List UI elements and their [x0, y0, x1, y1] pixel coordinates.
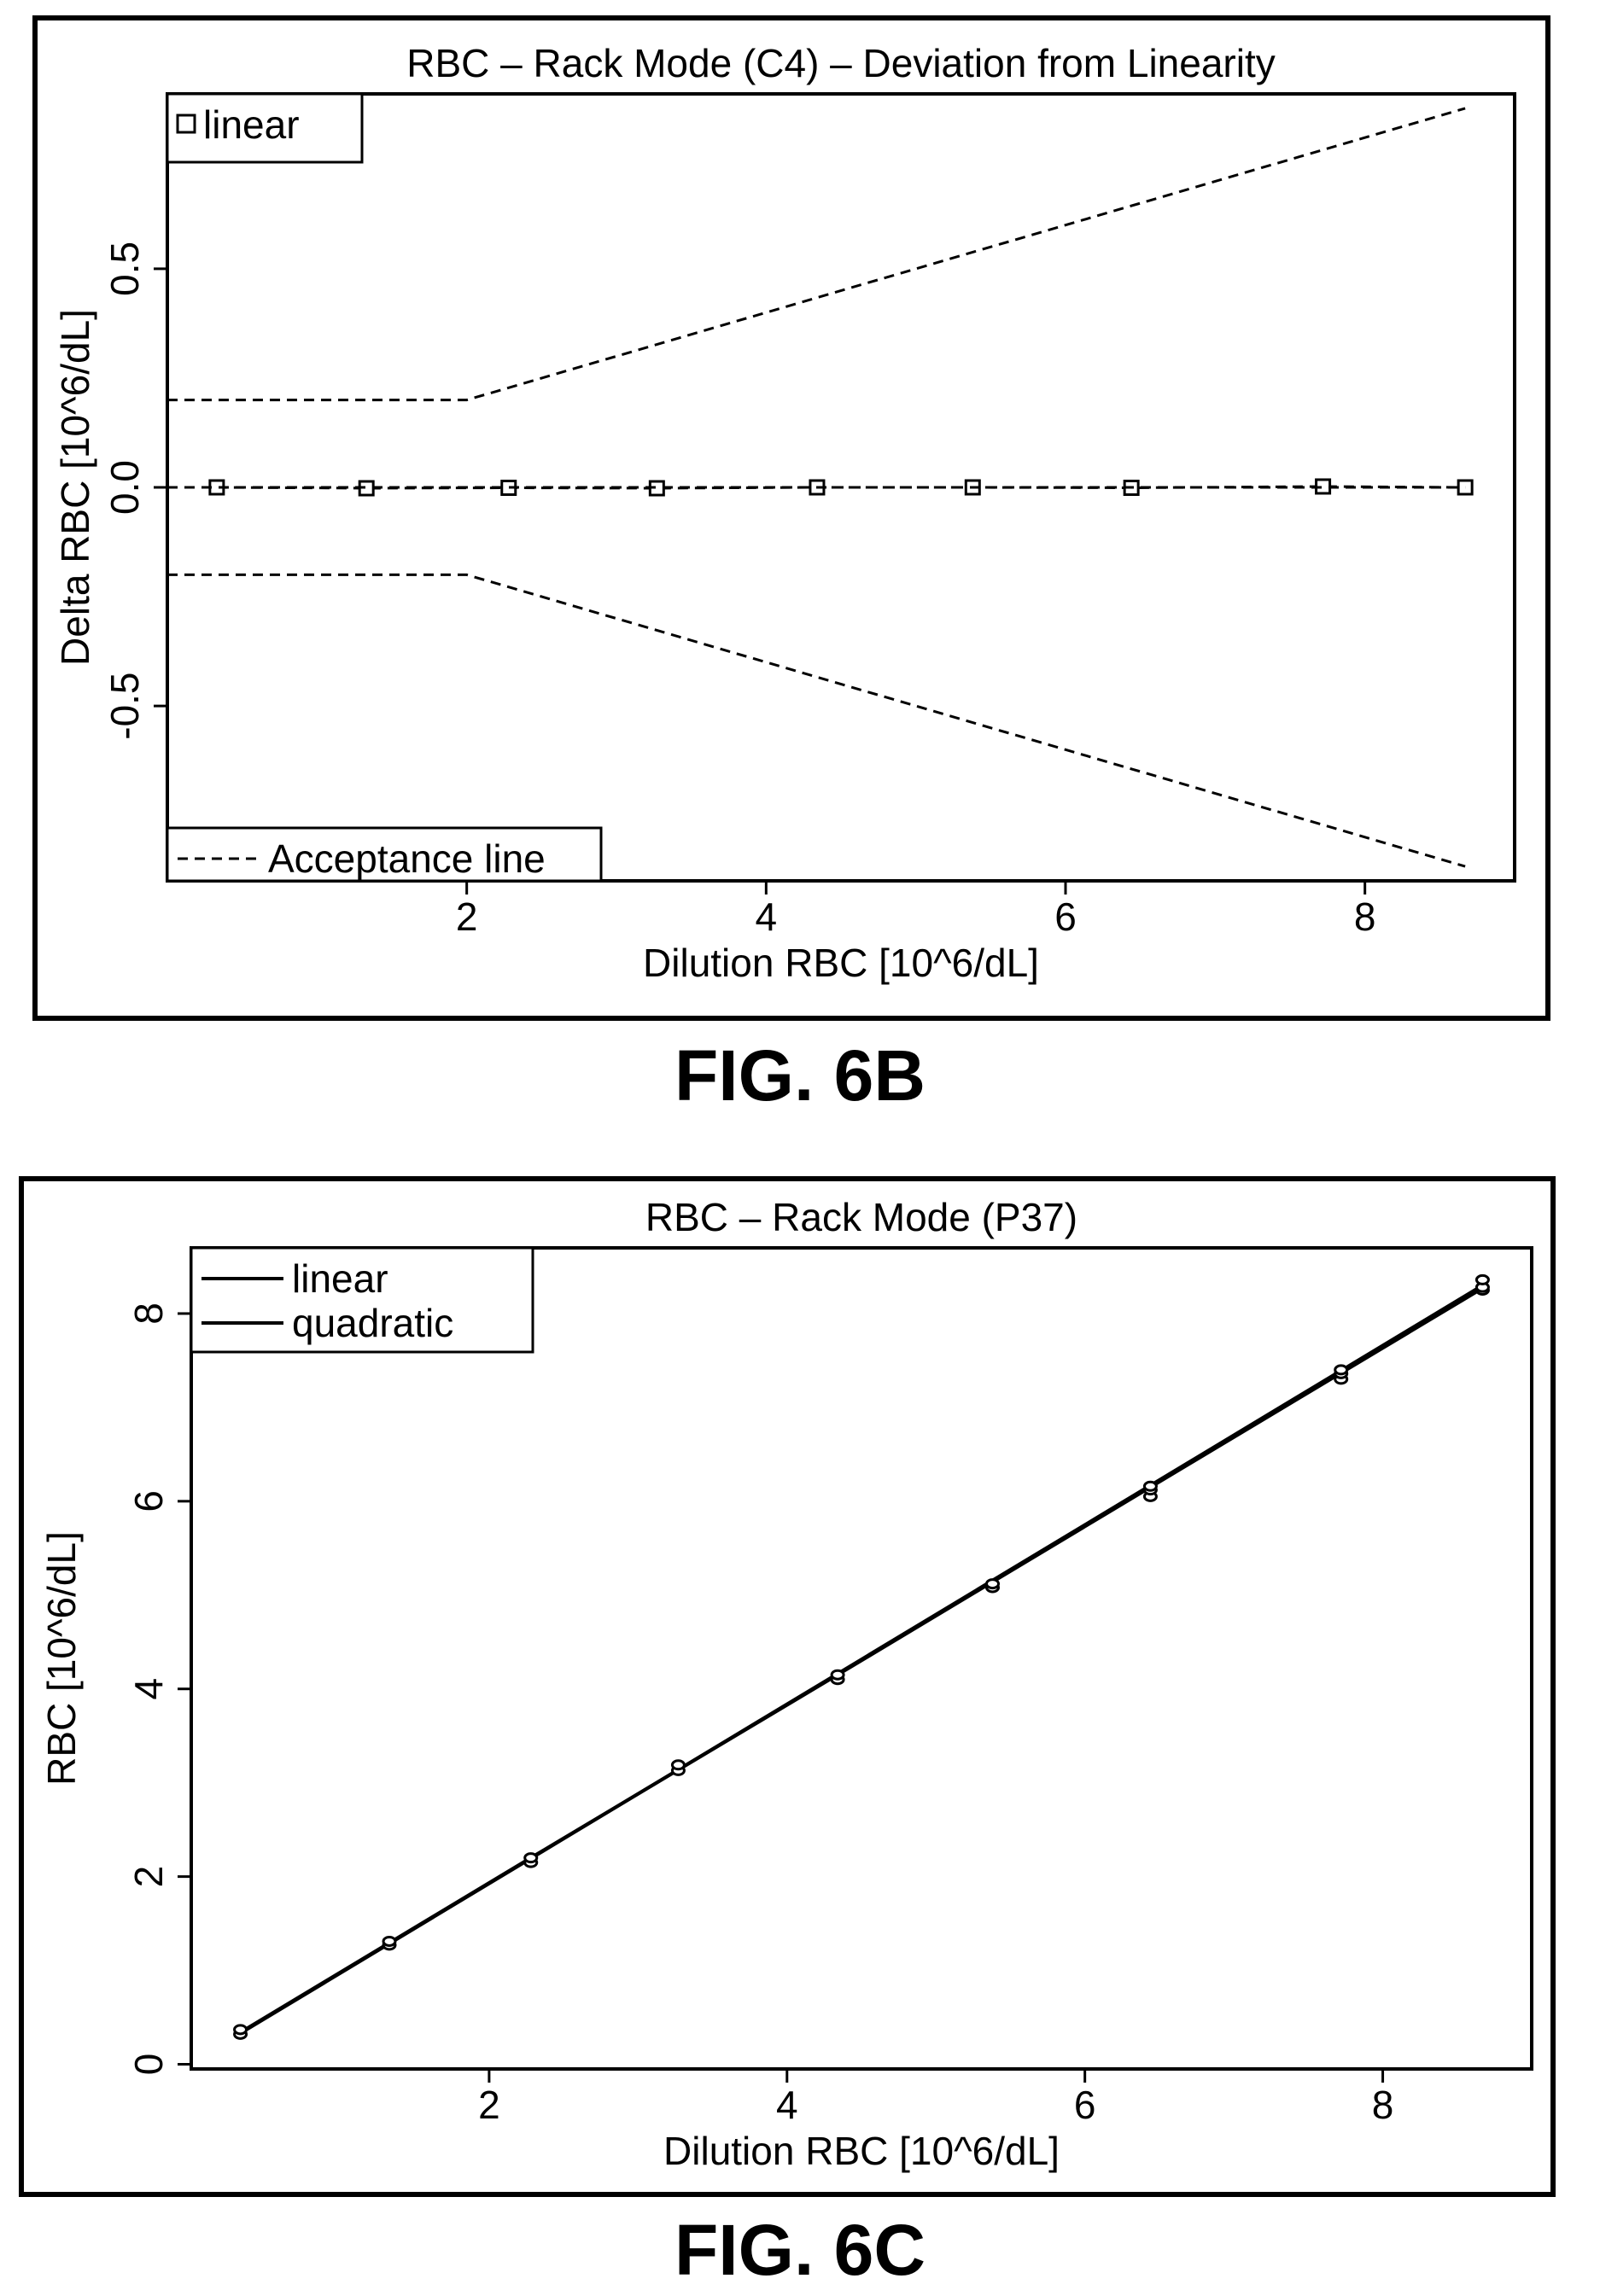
x-tick-label: 8 — [1354, 895, 1376, 939]
data-point — [670, 1759, 686, 1771]
data-point — [1142, 1480, 1158, 1492]
y-tick-label: 0.0 — [102, 460, 147, 515]
y-tick-label: 4 — [126, 1678, 171, 1700]
y-axis-label: RBC [10^6/dL] — [39, 1531, 84, 1786]
series-group — [167, 107, 1474, 868]
y-tick-label: 0.5 — [102, 242, 147, 296]
chart-title: RBC – Rack Mode (P37) — [645, 1195, 1077, 1239]
figure-6b: RBC – Rack Mode (C4) – Deviation from Li… — [32, 15, 1550, 1021]
data-point — [233, 2024, 248, 2036]
x-axis-label: Dilution RBC [10^6/dL] — [663, 2129, 1060, 2173]
x-axis-label: Dilution RBC [10^6/dL] — [643, 941, 1039, 985]
y-tick-label: 8 — [126, 1302, 171, 1325]
legend-label: quadratic — [292, 1301, 453, 1345]
series-group — [233, 1273, 1490, 2040]
legend-label: Acceptance line — [268, 836, 546, 881]
data-point — [830, 1669, 845, 1681]
x-tick-label: 4 — [756, 895, 778, 939]
y-tick-label: 2 — [126, 1866, 171, 1888]
data-point-square — [1457, 479, 1474, 496]
chart-6b: RBC – Rack Mode (C4) – Deviation from Li… — [53, 41, 1516, 985]
figure-caption-6b: FIG. 6B — [674, 1035, 926, 1116]
x-tick-label: 8 — [1372, 2083, 1394, 2127]
data-point — [1474, 1273, 1490, 1285]
y-tick-label: -0.5 — [102, 672, 147, 739]
chart-6c: RBC – Rack Mode (P37) 2 4 6 8 0 2 4 6 8 Dilution R… — [39, 1195, 1533, 2173]
legend-label: linear — [292, 1256, 388, 1301]
acceptance-line-line — [167, 107, 1466, 402]
figure-6c: RBC – Rack Mode (P37) 2 4 6 8 0 2 4 6 8 Dilution R… — [19, 1176, 1556, 2197]
legend-marker — [176, 114, 196, 134]
legend-box — [166, 92, 364, 164]
y-axis-label: Delta RBC [10^6/dL] — [53, 309, 97, 666]
x-tick-label: 4 — [776, 2083, 798, 2127]
quadratic-line — [239, 1286, 1484, 2034]
data-point — [523, 1852, 539, 1864]
chart-title: RBC – Rack Mode (C4) – Deviation from Li… — [406, 41, 1275, 85]
plot-frame — [190, 1246, 1533, 2071]
data-point — [382, 1935, 397, 1947]
x-tick-label: 2 — [456, 895, 478, 939]
y-tick-label: 0 — [126, 2054, 171, 2076]
figure-caption-6c: FIG. 6C — [674, 2210, 926, 2290]
x-tick-label: 6 — [1054, 895, 1077, 939]
legend-label: linear — [203, 102, 300, 147]
legend-box — [190, 1246, 534, 1354]
acceptance-line-line — [167, 573, 1466, 868]
data-point — [1334, 1364, 1349, 1376]
x-tick-label: 6 — [1074, 2083, 1096, 2127]
x-tick-label: 2 — [478, 2083, 500, 2127]
y-tick-label: 6 — [126, 1490, 171, 1512]
legend-box — [166, 826, 603, 883]
data-point — [985, 1578, 1001, 1590]
